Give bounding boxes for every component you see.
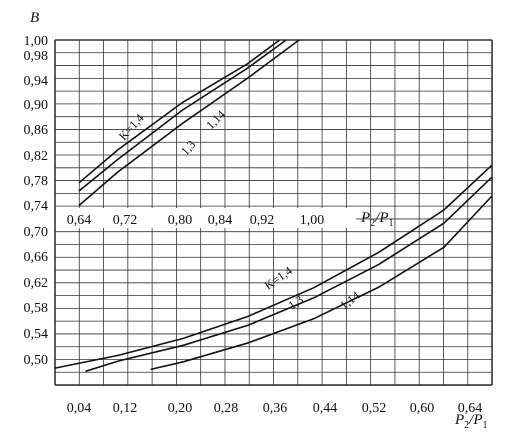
y-tick-label: 0,98 — [24, 49, 49, 64]
x-tick-label-lower: 0,60 — [410, 401, 435, 416]
x-tick-label-upper: 0,80 — [168, 213, 193, 228]
x-tick-label-lower: 0,28 — [214, 401, 239, 416]
x-tick-label-upper: 0,64 — [67, 213, 92, 228]
x-tick-labels-upper: 0,64 0,72 0,80 0,84 0,92 1,00 — [67, 213, 325, 228]
y-tick-label: 0,90 — [24, 98, 49, 113]
y-tick-label: 0,50 — [24, 353, 49, 368]
y-tick-label: 0,70 — [24, 225, 49, 240]
y-tick-label: 0,82 — [24, 149, 49, 164]
upper-label-114: 1,14 — [203, 107, 228, 132]
y-tick-label: 0,58 — [24, 301, 49, 316]
y-tick-label: 0,74 — [24, 199, 49, 214]
lower-label-k14: K=1,4 — [262, 264, 295, 293]
lower-series-0 — [54, 164, 493, 369]
upper-series-2 — [78, 39, 300, 207]
x-tick-label-upper: 1,00 — [300, 213, 325, 228]
upper-axis-label-band — [56, 208, 356, 228]
x-axis-title-upper: P2/P1 — [360, 210, 394, 229]
x-axis-title-lower: P2/P1 — [454, 412, 488, 431]
upper-series-0 — [78, 39, 281, 184]
y-tick-label: 0,78 — [24, 174, 49, 189]
x-tick-label-upper: 0,72 — [113, 213, 138, 228]
y-axis-title: B — [30, 10, 39, 26]
upper-label-k14: K=1,4 — [116, 111, 147, 143]
y-tick-label: 0,66 — [24, 250, 49, 265]
y-tick-labels: 1,000,98 0,94 0,90 0,86 0,82 0,78 0,74 0,70 0,66… — [24, 34, 49, 368]
x-tick-label-lower: 0,12 — [113, 401, 138, 416]
y-tick-label: 1,00 — [24, 34, 49, 49]
y-tick-label: 0,62 — [24, 276, 49, 291]
x-tick-label-lower: 0,36 — [263, 401, 288, 416]
x-tick-label-lower: 0,20 — [168, 401, 193, 416]
x-tick-label-upper: 0,92 — [250, 213, 275, 228]
y-tick-label: 0,94 — [24, 74, 49, 89]
y-tick-label: 0,54 — [24, 327, 49, 342]
x-tick-label-lower: 0,52 — [362, 401, 387, 416]
y-tick-label: 0,86 — [24, 123, 49, 138]
lower-series-2 — [150, 195, 493, 371]
series-lines — [54, 39, 493, 373]
lower-series-1 — [85, 176, 493, 373]
x-tick-labels-lower: 0,04 0,12 0,20 0,28 0,36 0,44 0,52 0,60 0,64 — [67, 401, 483, 416]
x-tick-label-lower: 0,44 — [313, 401, 338, 416]
upper-series-1 — [78, 39, 287, 192]
gridlines — [54, 39, 493, 386]
x-tick-label-upper: 0,84 — [208, 213, 233, 228]
x-tick-label-lower: 0,04 — [67, 401, 92, 416]
x-tick-label-lower: 0,64 — [458, 401, 483, 416]
